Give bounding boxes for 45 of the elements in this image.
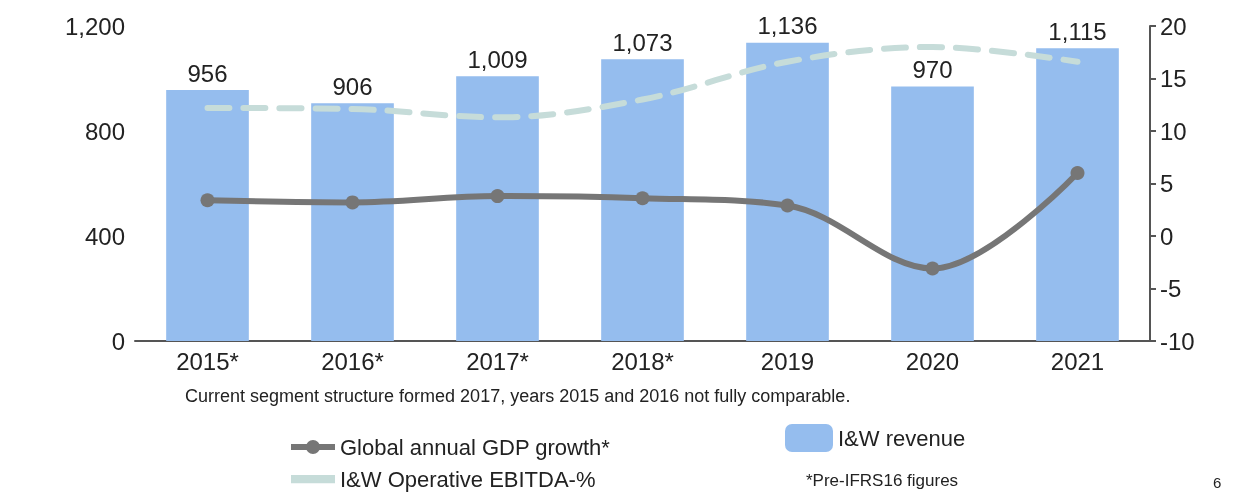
bar	[891, 86, 974, 341]
bar	[1036, 48, 1119, 341]
y2-tick-label: 20	[1160, 12, 1187, 40]
y-tick-label: 400	[84, 222, 125, 250]
point	[635, 191, 650, 206]
point	[780, 198, 795, 213]
x-tick-label: 2021	[1050, 347, 1105, 375]
data-label: 1,115	[1048, 17, 1107, 45]
legend-label: I&W Operative EBITDA-%	[340, 466, 596, 492]
y2-tick-label: 0	[1160, 222, 1174, 250]
legend-label: Global annual GDP growth*	[340, 434, 611, 460]
data-label: 1,073	[612, 28, 673, 56]
data-label: 1,009	[467, 45, 528, 73]
point	[1070, 166, 1085, 180]
text: Current segment structure formed 2017, years 2015 and 2016 not fully comparable.	[185, 385, 851, 406]
y2-tick-label: 10	[1160, 117, 1187, 145]
bar	[311, 103, 394, 341]
legend-label: I&W revenue	[838, 425, 966, 451]
y-tick-label: 800	[84, 117, 125, 145]
bar	[166, 90, 249, 341]
x-tick-label: 2020	[905, 347, 960, 375]
x-tick-label: 2016*	[321, 347, 384, 375]
y2-tick-label: -5	[1160, 275, 1182, 302]
data-label: 906	[332, 72, 373, 100]
point	[490, 189, 505, 204]
x-tick-label: 2015*	[176, 347, 239, 375]
x-tick-label: 2018*	[611, 347, 674, 375]
data-label: 970	[912, 55, 953, 83]
y-tick-label: 0	[111, 327, 125, 355]
bar	[456, 76, 539, 341]
bar	[746, 42, 829, 341]
point	[200, 193, 215, 208]
y2-tick-label: 15	[1160, 65, 1187, 92]
y-tick-label: 1,200	[64, 12, 125, 40]
data-label: 956	[187, 59, 228, 87]
text: 6	[1213, 474, 1222, 491]
y2-tick-label: 5	[1160, 170, 1174, 197]
bar	[601, 59, 684, 341]
y2-tick-label: -10	[1160, 327, 1195, 355]
point	[925, 261, 940, 276]
data-label: 1,136	[757, 12, 818, 40]
text: *Pre-IFRS16 figures	[806, 471, 959, 490]
x-tick-label: 2019	[760, 347, 815, 375]
point	[345, 195, 360, 210]
x-tick-label: 2017*	[466, 347, 529, 375]
